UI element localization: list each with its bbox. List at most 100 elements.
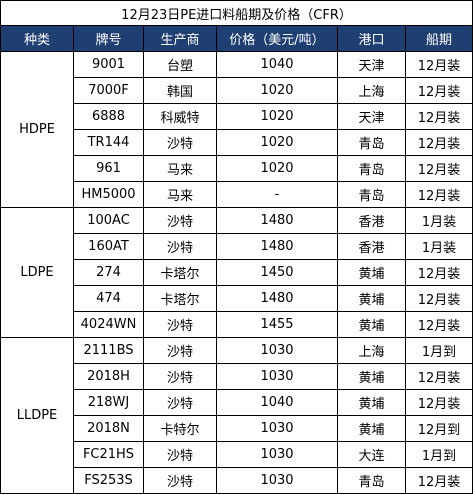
header-producer: 生产商 <box>143 25 217 52</box>
grade-cell: 6888 <box>73 103 144 130</box>
header-category: 种类 <box>0 25 74 52</box>
producer-cell: 台塑 <box>143 51 217 78</box>
producer-cell: 科威特 <box>143 103 217 130</box>
table-row: 474 卡塔尔 1480 黄埔 12月装 <box>1 285 473 312</box>
header-price: 价格（美元/吨） <box>216 25 338 52</box>
header-shipping: 船期 <box>404 25 473 52</box>
price-cell: 1030 <box>216 337 338 364</box>
header-row: 种类 牌号 生产商 价格（美元/吨） 港口 船期 <box>0 25 473 52</box>
producer-cell: 卡塔尔 <box>143 259 217 286</box>
port-cell: 青岛 <box>337 467 406 494</box>
shipping-cell: 12月装 <box>404 311 473 338</box>
table-row: 6888 科威特 1020 天津 12月装 <box>1 103 473 130</box>
port-cell: 上海 <box>337 77 406 104</box>
table-row: 7000F 韩国 1020 上海 12月装 <box>1 77 473 104</box>
shipping-cell: 1月装 <box>404 233 473 260</box>
shipping-cell: 12月装 <box>404 467 473 494</box>
price-cell: 1040 <box>216 51 338 78</box>
grade-cell: 4024WN <box>73 311 144 338</box>
shipping-cell: 1月到 <box>404 337 473 364</box>
producer-cell: 沙特 <box>143 207 217 234</box>
shipping-cell: 12月装 <box>404 155 473 182</box>
grade-cell: 218WJ <box>73 389 144 416</box>
price-cell: 1480 <box>216 207 338 234</box>
producer-cell: 沙特 <box>143 363 217 390</box>
grade-cell: 474 <box>73 285 144 312</box>
price-cell: - <box>216 181 338 208</box>
shipping-cell: 12月装 <box>404 389 473 416</box>
grade-cell: 2111BS <box>73 337 144 364</box>
grade-cell: 160AT <box>73 233 144 260</box>
shipping-cell: 12月装 <box>404 181 473 208</box>
price-cell: 1020 <box>216 77 338 104</box>
header-grade: 牌号 <box>73 25 144 52</box>
producer-cell: 沙特 <box>143 311 217 338</box>
table-row: HDPE 9001 台塑 1040 天津 12月装 <box>0 51 473 208</box>
producer-cell: 韩国 <box>143 77 217 104</box>
price-cell: 1040 <box>216 389 338 416</box>
price-cell: 1030 <box>216 467 338 494</box>
port-cell: 黄埔 <box>337 285 406 312</box>
producer-cell: 卡特尔 <box>143 415 217 442</box>
price-cell: 1030 <box>216 441 338 468</box>
grade-cell: 100AC <box>73 207 144 234</box>
port-cell: 青岛 <box>337 181 406 208</box>
port-cell: 天津 <box>337 51 406 78</box>
shipping-cell: 12月装 <box>404 363 473 390</box>
price-cell: 1450 <box>216 259 338 286</box>
grade-cell: 7000F <box>73 77 144 104</box>
grade-cell: 961 <box>73 155 144 182</box>
grade-cell: FS253S <box>73 467 144 494</box>
price-cell: 1480 <box>216 233 338 260</box>
port-cell: 天津 <box>337 103 406 130</box>
port-cell: 黄埔 <box>337 415 406 442</box>
port-cell: 大连 <box>337 441 406 468</box>
grade-cell: 9001 <box>73 51 144 78</box>
price-cell: 1020 <box>216 103 338 130</box>
grade-cell: 2018H <box>73 363 144 390</box>
category-cell: LLDPE <box>0 337 74 494</box>
grade-cell: TR144 <box>73 129 144 156</box>
table-row: LLDPE 2111BS 沙特 1030 上海 1月到 <box>0 337 473 494</box>
grade-cell: 2018N <box>73 415 144 442</box>
grade-cell: 274 <box>73 259 144 286</box>
table-title: 12月23日PE进口料船期及价格（CFR） <box>0 0 473 26</box>
port-cell: 黄埔 <box>337 311 406 338</box>
port-cell: 香港 <box>337 233 406 260</box>
port-cell: 黄埔 <box>337 363 406 390</box>
table-row: LDPE 100AC 沙特 1480 香港 1月装 <box>0 207 473 338</box>
port-cell: 黄埔 <box>337 259 406 286</box>
grade-cell: HM5000 <box>73 181 144 208</box>
shipping-cell: 12月装 <box>404 129 473 156</box>
table-body: HDPE 9001 台塑 1040 天津 12月装 7000F 韩国 1020 上海 12月装 688… <box>0 51 473 494</box>
producer-cell: 沙特 <box>143 467 217 494</box>
price-cell: 1480 <box>216 285 338 312</box>
table-row: 4024WN 沙特 1455 黄埔 12月装 <box>1 311 473 338</box>
table-row: FS253S 沙特 1030 青岛 12月装 <box>1 467 473 494</box>
price-cell: 1020 <box>216 129 338 156</box>
grade-cell: FC21HS <box>73 441 144 468</box>
price-cell: 1455 <box>216 311 338 338</box>
table-row: 218WJ 沙特 1040 黄埔 12月装 <box>1 389 473 416</box>
shipping-cell: 1月装 <box>404 207 473 234</box>
producer-cell: 沙特 <box>143 441 217 468</box>
shipping-cell: 12月装 <box>404 77 473 104</box>
price-cell: 1020 <box>216 155 338 182</box>
producer-cell: 沙特 <box>143 389 217 416</box>
shipping-cell: 12月装 <box>404 259 473 286</box>
port-cell: 青岛 <box>337 129 406 156</box>
category-cell: HDPE <box>0 51 74 208</box>
shipping-cell: 12月到 <box>404 415 473 442</box>
port-cell: 青岛 <box>337 155 406 182</box>
price-cell: 1030 <box>216 415 338 442</box>
table-row: TR144 沙特 1020 青岛 12月装 <box>1 129 473 156</box>
shipping-cell: 12月装 <box>404 103 473 130</box>
port-cell: 香港 <box>337 207 406 234</box>
port-cell: 黄埔 <box>337 389 406 416</box>
producer-cell: 马来 <box>143 181 217 208</box>
price-cell: 1030 <box>216 363 338 390</box>
producer-cell: 马来 <box>143 155 217 182</box>
port-cell: 上海 <box>337 337 406 364</box>
shipping-cell: 1月到 <box>404 441 473 468</box>
